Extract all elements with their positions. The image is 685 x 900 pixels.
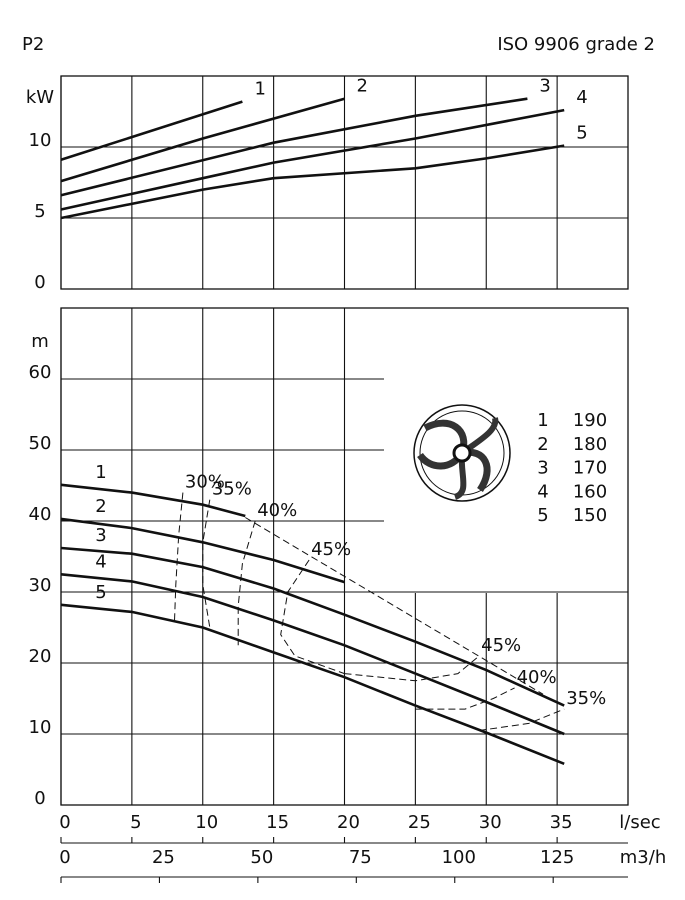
legend-number: 2 xyxy=(537,434,548,455)
efficiency-label: 40% xyxy=(517,667,557,688)
impeller-icon xyxy=(413,404,511,502)
y-tick-label: 0 xyxy=(34,788,45,809)
efficiency-label: 40% xyxy=(257,500,297,521)
head-curve xyxy=(60,546,565,707)
y-tick-label: 0 xyxy=(34,272,45,293)
efficiency-label: 30% xyxy=(185,472,225,493)
efficiency-line xyxy=(173,492,184,625)
x-tick-label: 10 xyxy=(195,812,218,833)
legend-diameter: 150 xyxy=(573,505,607,526)
x2-tick-label: 50 xyxy=(250,847,273,868)
curve-label: 5 xyxy=(95,582,106,603)
head-curve xyxy=(60,603,565,766)
y-tick-label: 10 xyxy=(29,717,52,738)
curve-label: 2 xyxy=(357,76,368,97)
x-tick-label: 35 xyxy=(550,812,573,833)
legend-number: 3 xyxy=(537,458,548,479)
x-tick-label: 30 xyxy=(479,812,502,833)
efficiency-line xyxy=(237,520,515,710)
power-curve xyxy=(60,144,565,220)
x2-tick-label: 75 xyxy=(349,847,372,868)
y-tick-label: 10 xyxy=(29,130,52,151)
curve-label: 3 xyxy=(539,76,550,97)
power-curve xyxy=(60,97,528,197)
x-axis-label: l/sec xyxy=(619,812,660,833)
legend-diameter: 190 xyxy=(573,410,607,431)
power-curve xyxy=(60,100,243,162)
curve-label: 5 xyxy=(576,123,587,144)
efficiency-line xyxy=(280,559,480,682)
header-left: P2 xyxy=(22,34,44,55)
x-tick-label: 20 xyxy=(337,812,360,833)
header-right: ISO 9906 grade 2 xyxy=(497,34,655,55)
x-tick-label: 0 xyxy=(59,812,70,833)
power-curve xyxy=(60,108,565,211)
curve-label: 4 xyxy=(576,87,587,108)
y-tick-label: 20 xyxy=(29,646,52,667)
curve-label: 1 xyxy=(254,79,265,100)
legend-number: 1 xyxy=(537,410,548,431)
x-tick-label: 25 xyxy=(408,812,431,833)
head-curve xyxy=(60,573,565,736)
x2-tick-label: 100 xyxy=(442,847,476,868)
y-tick-label: 40 xyxy=(29,504,52,525)
curve-label: 2 xyxy=(95,496,106,517)
legend-diameter: 170 xyxy=(573,458,607,479)
x2-axis-label: m3/h xyxy=(620,847,666,868)
y-axis-label: m xyxy=(31,331,49,352)
envelope-line xyxy=(245,517,544,695)
y-tick-label: 60 xyxy=(29,362,52,383)
y-axis-label: kW xyxy=(26,87,54,108)
efficiency-label: 45% xyxy=(481,635,521,656)
x2-tick-label: 0 xyxy=(59,847,70,868)
efficiency-line xyxy=(202,499,565,731)
legend-diameter: 180 xyxy=(573,434,607,455)
legend-number: 5 xyxy=(537,505,548,526)
y-tick-label: 30 xyxy=(29,575,52,596)
head-curve xyxy=(60,517,345,584)
head-curve xyxy=(60,483,246,518)
x2-tick-label: 25 xyxy=(152,847,175,868)
y-tick-label: 50 xyxy=(29,433,52,454)
x2-tick-label: 125 xyxy=(540,847,574,868)
legend-number: 4 xyxy=(537,481,548,502)
power-curve xyxy=(60,97,345,183)
efficiency-label: 45% xyxy=(311,539,351,560)
legend-diameter: 160 xyxy=(573,481,607,502)
efficiency-label: 35% xyxy=(566,688,606,709)
curve-label: 1 xyxy=(95,462,106,483)
y-tick-label: 5 xyxy=(34,201,45,222)
curve-label: 4 xyxy=(95,551,106,572)
curve-label: 3 xyxy=(95,525,106,546)
efficiency-label: 35% xyxy=(212,479,252,500)
x-tick-label: 15 xyxy=(266,812,289,833)
x-tick-label: 5 xyxy=(130,812,141,833)
